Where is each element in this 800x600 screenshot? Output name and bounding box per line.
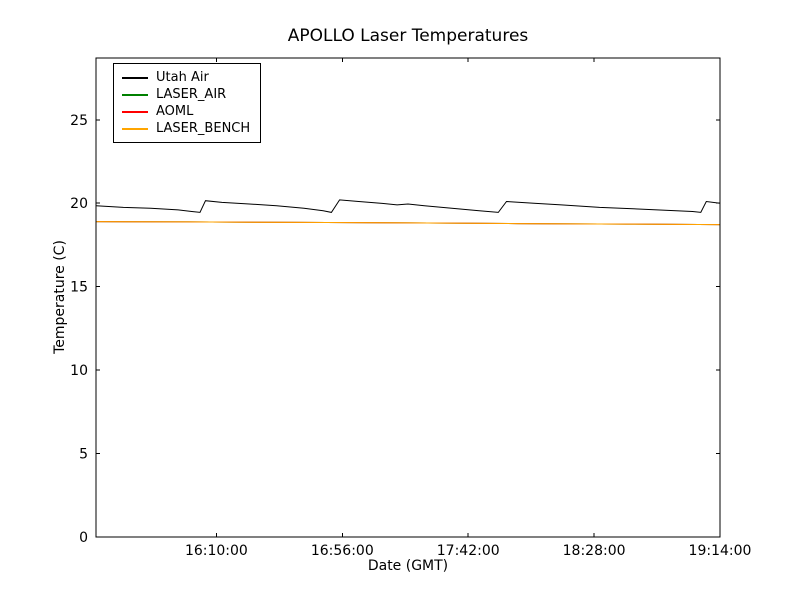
svg-text:20: 20 <box>70 196 88 212</box>
utah-air-line-swatch <box>122 76 148 79</box>
y-axis-label: Temperature (C) <box>52 240 68 354</box>
legend-label: AOML <box>156 104 194 119</box>
laser-air-line-swatch <box>122 93 148 96</box>
svg-text:5: 5 <box>79 447 88 463</box>
x-axis-label: Date (GMT) <box>367 558 449 574</box>
svg-text:25: 25 <box>70 113 88 129</box>
chart-title: APOLLO Laser Temperatures <box>287 26 529 46</box>
legend: Utah Air LASER_AIR AOML LASER_BENCH <box>113 63 262 143</box>
aoml-line-swatch <box>122 110 148 113</box>
legend-item-utah-air: Utah Air <box>122 69 250 86</box>
svg-text:16:56:00: 16:56:00 <box>311 543 374 559</box>
svg-text:19:14:00: 19:14:00 <box>689 543 752 559</box>
svg-text:10: 10 <box>70 363 88 379</box>
legend-item-laser-air: LASER_AIR <box>122 86 250 103</box>
legend-label: LASER_AIR <box>156 87 227 102</box>
legend-item-laser-bench: LASER_BENCH <box>122 120 250 137</box>
svg-text:0: 0 <box>79 530 88 546</box>
svg-text:15: 15 <box>70 280 88 296</box>
svg-text:17:42:00: 17:42:00 <box>437 543 500 559</box>
legend-item-aoml: AOML <box>122 103 250 120</box>
laser-bench-line-swatch <box>122 127 148 130</box>
svg-text:16:10:00: 16:10:00 <box>185 543 248 559</box>
legend-label: Utah Air <box>156 70 209 85</box>
legend-label: LASER_BENCH <box>156 121 251 136</box>
svg-text:18:28:00: 18:28:00 <box>563 543 626 559</box>
